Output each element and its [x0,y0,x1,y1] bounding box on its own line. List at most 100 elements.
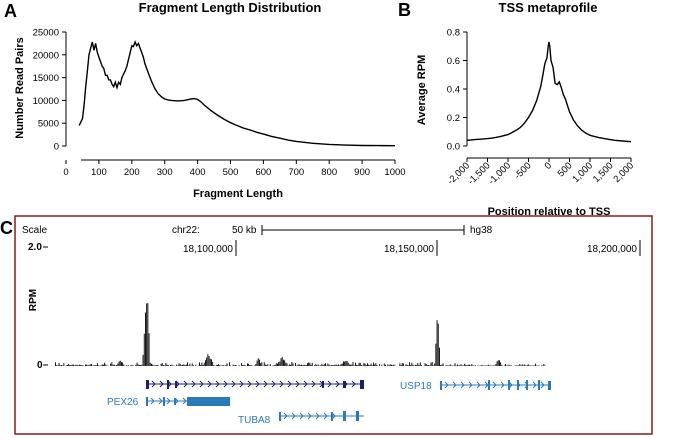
strand-arrow [247,380,252,388]
signal-bar [257,358,259,366]
signal-bar [101,364,103,366]
signal-bar [305,365,307,366]
signal-bar [341,363,343,366]
signal-bar [189,363,191,366]
signal-bar [487,365,488,366]
scale-bar [261,225,465,235]
signal-bar [104,362,106,366]
signal-bar [274,364,276,366]
signal-bar [334,364,336,366]
gene-label-usp18[interactable]: USP18 [400,381,432,392]
signal-bar [355,362,356,366]
x-tick-label: 0 [63,167,68,178]
gene-pex26[interactable]: PEX26 [107,397,230,408]
signal-bar [122,362,124,366]
gene-label-tuba8[interactable]: TUBA8 [238,415,271,426]
signal-bar [118,361,120,366]
strand-arrow [291,412,296,420]
panel-label-a: A [4,1,17,21]
gene-tuba8[interactable]: TUBA8 [238,411,364,426]
signal-bar [164,365,166,366]
signal-bar [329,365,331,366]
y-tick-label: 0.8 [447,28,460,39]
y-tick-label: 20000 [33,50,59,61]
signal-bar [219,365,221,366]
strand-arrow [263,380,268,388]
signal-bar [256,360,258,366]
x-tick-label: 700 [288,167,304,178]
gene-usp18[interactable]: USP18 [400,380,551,392]
signal-bar [76,364,78,366]
signal-bar [436,320,438,366]
signal-bar [310,364,312,366]
position-label-2: 18,150,000 [384,244,434,255]
signal-bar [218,364,220,366]
signal-bar [88,364,90,366]
signal-bar [533,365,535,366]
signal-bar [506,365,508,366]
signal-bar [416,364,418,366]
signal-bar [514,365,516,366]
strand-arrow [315,412,320,420]
x-tick-label: 0 [543,160,555,172]
signal-bar [344,361,346,366]
signal-bar [116,365,118,366]
signal-bar [165,362,167,366]
signal-bar [511,365,512,366]
signal-bar [363,363,365,366]
signal-bar [61,365,62,366]
signal-bar [515,365,517,366]
signal-bar [433,365,434,366]
x-tick-label: 200 [124,167,140,178]
signal-bar [388,365,390,366]
signal-bar [207,354,209,366]
chart-a-ylabel: Number Read Pairs [14,37,26,138]
strand-arrow [532,381,537,389]
signal-bar [145,312,146,366]
gene-label-pex26[interactable]: PEX26 [107,397,139,408]
signal-bar [113,364,115,366]
signal-bar [289,364,290,366]
signal-bar [121,362,122,366]
signal-bar [335,364,337,366]
signal-bar [477,365,479,366]
signal-bar [242,365,244,366]
signal-bar [309,362,311,366]
signal-bar [232,364,234,366]
y-tick-label: 0.6 [447,56,460,67]
signal-bar [410,364,412,366]
signal-bar [273,365,275,366]
signal-bar [352,362,354,366]
signal-bar [155,365,157,366]
signal-bar [117,363,119,366]
strand-arrow [287,380,292,388]
strand-arrow [199,380,204,388]
strand-arrow [166,397,171,405]
signal-bar [374,364,376,366]
strand-arrow [444,381,449,389]
signal-bar [507,365,509,366]
signal-bar [188,365,190,366]
signal-bar [471,364,473,366]
signal-bar [65,365,67,366]
signal-bar [333,365,335,366]
signal-bar [71,364,73,366]
signal-bar [178,363,180,366]
chart-a-xlabel: Fragment Length [193,188,283,200]
signal-bar [535,363,536,366]
signal-bar [346,361,348,366]
strand-arrow [239,380,244,388]
browser-frame [14,215,653,435]
signal-bar [322,365,324,366]
signal-bar [383,363,385,366]
signal-bar [413,365,415,366]
signal-bar [441,364,443,366]
signal-bar [147,303,149,366]
signal-bar [238,365,240,366]
strand-arrow [460,381,465,389]
x-tick-label: -1,500 [466,160,493,187]
signal-bar [429,365,431,366]
signal-bar [505,363,506,366]
signal-bar [430,362,432,366]
signal-bar [373,362,374,366]
